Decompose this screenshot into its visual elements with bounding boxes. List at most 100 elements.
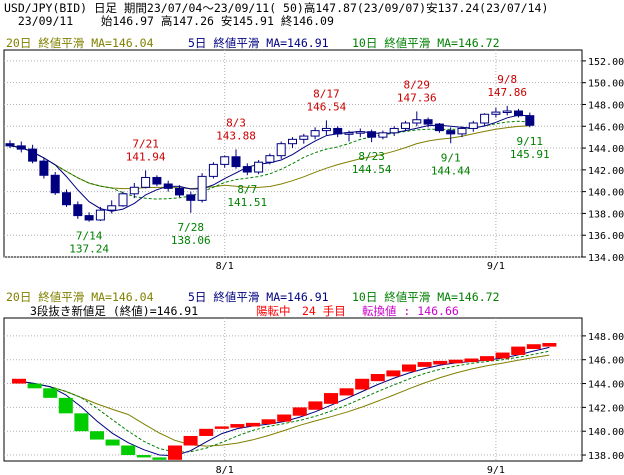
candle-body	[457, 127, 467, 135]
candle-body	[333, 127, 343, 135]
price-y-tick-label: 134.00	[588, 253, 624, 264]
candle-body	[220, 156, 230, 165]
candle-body	[434, 123, 444, 132]
break-brick	[292, 407, 307, 416]
candle-body	[50, 174, 60, 194]
ma5-legend: 5日 終値平滑 MA=146.91	[188, 36, 329, 50]
break-brick	[355, 378, 370, 390]
candle-body	[5, 143, 15, 147]
ma20-legend-2: 20日 終値平滑 MA=146.04	[6, 290, 154, 304]
candle-body	[231, 156, 241, 168]
break-brick	[168, 445, 182, 460]
candlesticks	[5, 105, 535, 222]
break-brick	[199, 428, 214, 436]
chart-header-line1: USD/JPY(BID) 日足 期間23/07/04～23/09/11( 50)…	[4, 1, 549, 15]
candle-body	[265, 155, 275, 163]
candle-body	[141, 176, 151, 188]
candle-body	[197, 175, 207, 201]
candle-body	[163, 183, 173, 189]
ma10-legend-2: 10日 終値平滑 MA=146.72	[352, 290, 500, 304]
break-brick	[90, 431, 104, 440]
break-brick	[27, 383, 42, 389]
break-brick	[261, 419, 276, 425]
candle-body	[129, 186, 139, 195]
candle-body	[152, 176, 162, 185]
break-brick	[277, 414, 292, 422]
chart-header-line2: 23/09/11 始146.97 高147.26 安145.91 終146.09	[4, 14, 334, 28]
break-brick	[43, 388, 58, 398]
price-y-tick-label: 150.00	[588, 79, 624, 90]
annotation-value: 137.24	[69, 243, 109, 256]
price-y-tick-label: 152.00	[588, 57, 624, 68]
annotation-value: 144.54	[352, 163, 392, 176]
candle-body	[423, 119, 433, 125]
annotation-value: 147.36	[397, 91, 437, 104]
price-y-tick-label: 146.00	[588, 122, 624, 133]
price-y-tick-label: 148.00	[588, 100, 624, 111]
candle-body	[16, 145, 26, 150]
ma5-legend-2: 5日 終値平滑 MA=146.91	[188, 290, 329, 304]
break-y-tick-label: 146.00	[588, 356, 624, 367]
annotation-date: 7/28	[178, 221, 205, 234]
break-status-text: 3段抜き新値足 (終値)=146.91	[30, 304, 198, 318]
annotation-value: 144.44	[431, 164, 471, 177]
break-brick	[433, 360, 448, 365]
annotation-value: 138.06	[171, 234, 211, 247]
break-brick	[370, 374, 385, 382]
break-bricks	[12, 343, 557, 460]
annotation-date: 8/3	[226, 116, 246, 129]
break-brick	[511, 346, 526, 355]
annotation-value: 141.51	[227, 196, 267, 209]
break-brick	[12, 378, 26, 384]
annotation-date: 7/21	[132, 137, 159, 150]
break-status-red: 陽転中	[256, 304, 291, 318]
break-brick	[495, 352, 510, 359]
break-brick	[74, 413, 89, 432]
candle-body	[175, 187, 184, 196]
annotation-date: 8/23	[358, 150, 385, 163]
candle-body	[344, 132, 354, 135]
candle-body	[389, 127, 399, 134]
break-ma20-line	[18, 354, 550, 447]
candle-body	[107, 205, 117, 211]
annotation-date: 7/14	[76, 230, 103, 243]
candle-body	[310, 130, 320, 137]
break-brick	[214, 426, 229, 429]
candle-body	[401, 122, 410, 129]
break-status-count: 24 手目	[302, 304, 346, 318]
ma20-legend: 20日 終値平滑 MA=146.04	[6, 36, 154, 50]
break-brick	[105, 439, 120, 446]
break-y-tick-label: 140.00	[588, 427, 624, 438]
annotation-date: 9/1	[441, 151, 461, 164]
break-brick	[402, 364, 416, 372]
candle-body	[28, 148, 38, 162]
break-status-magenta: 転換値 : 146.66	[362, 304, 459, 318]
break-brick	[183, 435, 198, 446]
annotation-date: 8/7	[237, 183, 257, 196]
annotation-value: 146.54	[307, 100, 347, 113]
price-panel-y-ticks: 134.00 136.00 138.00 140.00 142.00 144.00 146.…	[582, 57, 624, 264]
break-x-tick-label: 9/1	[487, 465, 505, 475]
break-x-tick-label: 8/1	[216, 465, 234, 475]
price-y-tick-label: 142.00	[588, 166, 624, 177]
candle-body	[276, 143, 286, 157]
break-brick	[386, 370, 401, 377]
candle-body	[288, 138, 297, 145]
break-y-tick-label: 148.00	[588, 332, 624, 343]
break-y-tick-label: 138.00	[588, 451, 624, 462]
ma10-legend: 10日 終値平滑 MA=146.72	[352, 36, 500, 50]
candle-body	[525, 115, 535, 126]
break-brick	[308, 401, 323, 410]
candle-body	[299, 135, 309, 140]
break-brick	[152, 457, 167, 460]
candle-body	[378, 132, 388, 138]
break-panel-y-ticks: 138.00 140.00 142.00 144.00 146.00 148.00	[582, 332, 624, 462]
break-brick	[246, 422, 260, 427]
break-brick	[324, 393, 338, 404]
candle-body	[514, 110, 523, 117]
annotation-value: 143.88	[216, 129, 256, 142]
candle-body	[62, 192, 71, 206]
candle-body	[321, 127, 331, 132]
